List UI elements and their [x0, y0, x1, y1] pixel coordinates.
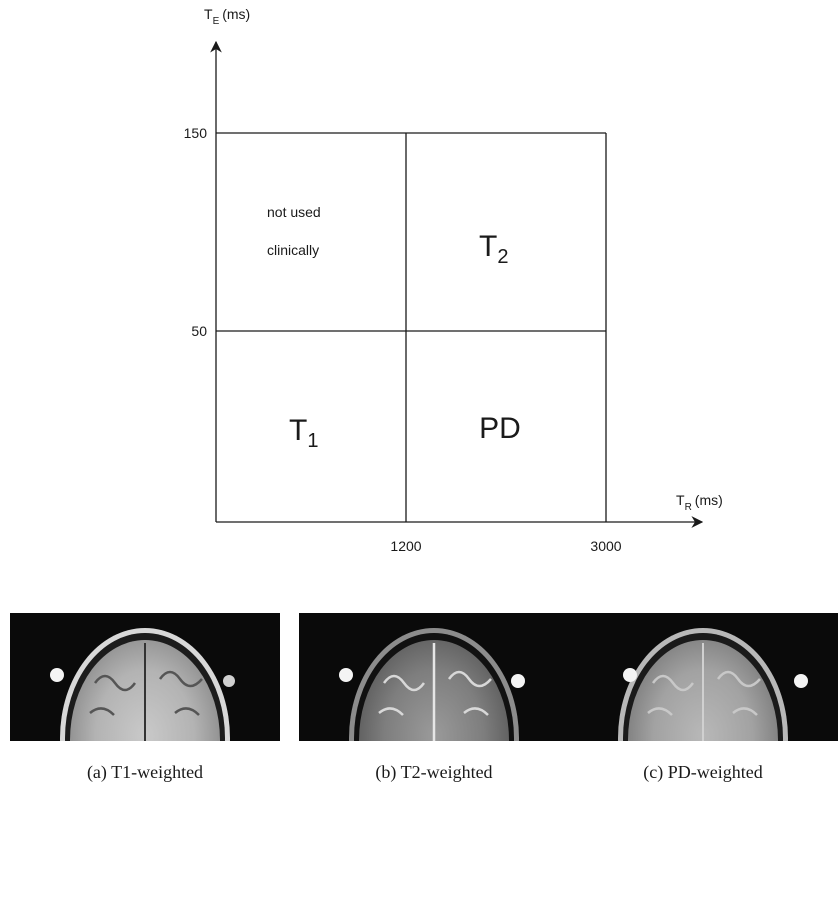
panel-t2 [299, 613, 569, 741]
region-pd-label: PD [479, 412, 521, 445]
region-t2-label: T2 [479, 230, 508, 268]
region-t1-label: T1 [289, 414, 318, 452]
panel-pd [568, 613, 838, 741]
mri-image-pd [568, 613, 838, 741]
mri-image-t1 [10, 613, 280, 741]
y-tick-150: 150 [184, 125, 208, 141]
caption-pd: (c) PD-weighted [643, 762, 763, 782]
caption-t1: (a) T1-weighted [86, 762, 204, 782]
panel-t1 [10, 613, 280, 741]
weighting-diagram: TE (ms) TR (ms) 150 50 1200 3000 not used … [184, 6, 723, 554]
x-tick-1200: 1200 [390, 538, 421, 554]
region-not-used-line1: not used [267, 204, 321, 220]
y-tick-50: 50 [191, 323, 207, 339]
x-axis-label: TR (ms) [676, 492, 723, 513]
caption-t2: (b) T2-weighted [375, 762, 493, 782]
y-axis-label: TE (ms) [204, 6, 250, 27]
mri-image-t2 [299, 613, 569, 741]
region-not-used-line2: clinically [267, 242, 319, 258]
x-tick-3000: 3000 [590, 538, 621, 554]
